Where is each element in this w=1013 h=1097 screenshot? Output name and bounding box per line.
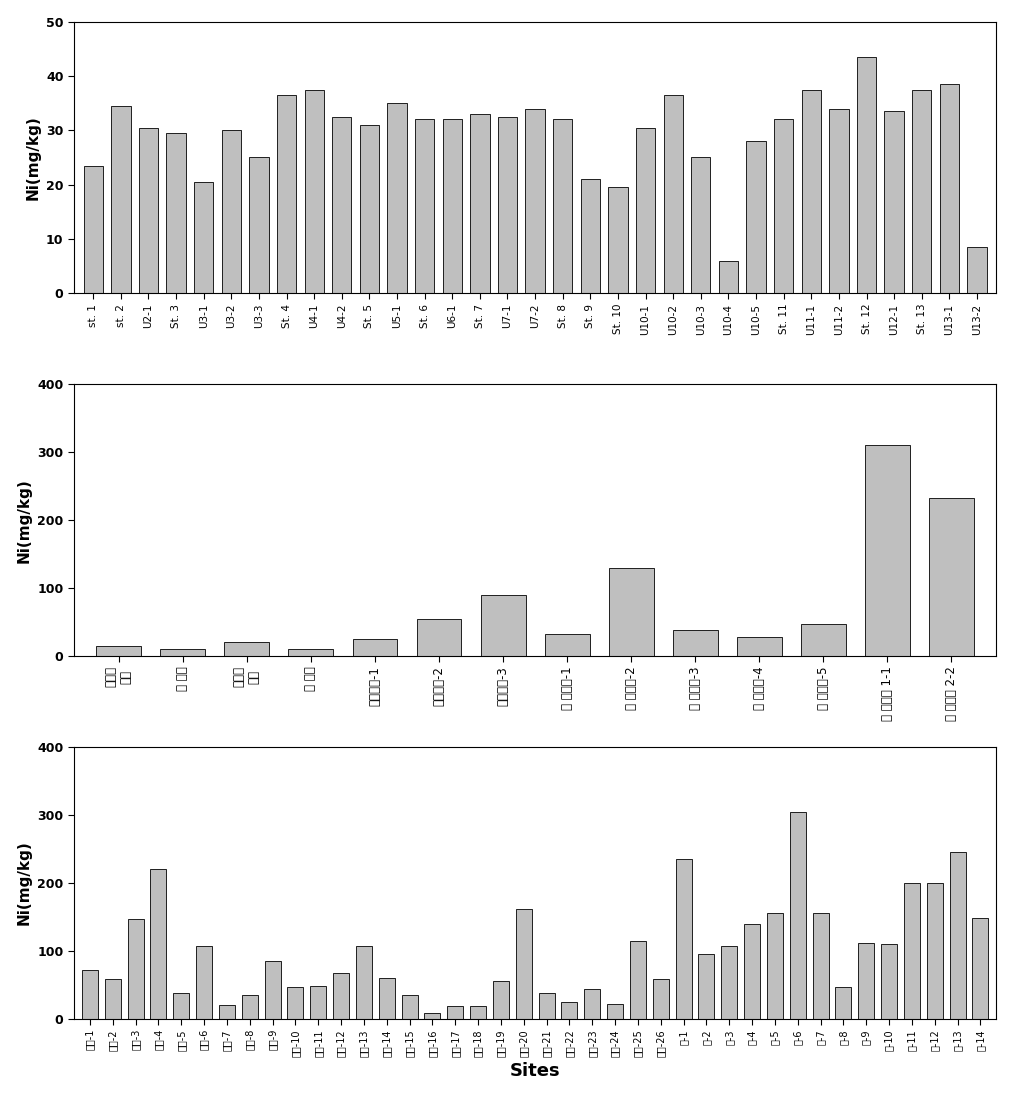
Bar: [242, 995, 257, 1019]
Bar: [443, 120, 462, 293]
Bar: [652, 980, 669, 1019]
Bar: [830, 109, 849, 293]
Bar: [929, 498, 973, 656]
Bar: [676, 859, 692, 1019]
Bar: [333, 973, 349, 1019]
Bar: [585, 989, 600, 1019]
Bar: [401, 995, 417, 1019]
Bar: [790, 812, 805, 1019]
Bar: [881, 943, 897, 1019]
Bar: [82, 970, 98, 1019]
Bar: [415, 120, 435, 293]
Bar: [744, 924, 760, 1019]
Bar: [360, 125, 379, 293]
Bar: [972, 918, 989, 1019]
Bar: [219, 1005, 235, 1019]
Bar: [747, 142, 766, 293]
Bar: [166, 133, 185, 293]
Bar: [721, 946, 737, 1019]
Bar: [225, 643, 269, 656]
Bar: [927, 883, 943, 1019]
Y-axis label: Ni(mg/kg): Ni(mg/kg): [16, 840, 31, 925]
Bar: [173, 993, 189, 1019]
Bar: [801, 624, 846, 656]
Bar: [493, 982, 509, 1019]
Bar: [940, 84, 959, 293]
Bar: [104, 980, 121, 1019]
Bar: [111, 105, 131, 293]
Bar: [691, 158, 710, 293]
Bar: [630, 940, 646, 1019]
Bar: [865, 445, 910, 656]
Bar: [673, 630, 717, 656]
Bar: [912, 90, 931, 293]
Bar: [379, 977, 395, 1019]
Bar: [698, 954, 714, 1019]
Bar: [305, 90, 324, 293]
Bar: [424, 1014, 441, 1019]
Bar: [949, 852, 965, 1019]
Bar: [545, 634, 590, 656]
Bar: [664, 95, 683, 293]
Bar: [353, 638, 397, 656]
Y-axis label: Ni(mg/kg): Ni(mg/kg): [25, 115, 41, 200]
Bar: [561, 1002, 577, 1019]
Bar: [470, 1006, 486, 1019]
Bar: [387, 103, 406, 293]
Bar: [553, 120, 572, 293]
Bar: [332, 116, 352, 293]
Bar: [222, 131, 241, 293]
Bar: [857, 57, 876, 293]
Bar: [497, 116, 518, 293]
Bar: [356, 946, 372, 1019]
Bar: [526, 109, 545, 293]
Bar: [480, 595, 526, 656]
Bar: [160, 649, 206, 656]
Bar: [774, 120, 793, 293]
Bar: [884, 111, 904, 293]
Bar: [139, 127, 158, 293]
Bar: [194, 182, 214, 293]
Bar: [767, 914, 783, 1019]
Bar: [607, 1004, 623, 1019]
Bar: [636, 127, 655, 293]
Bar: [801, 90, 821, 293]
Bar: [197, 946, 212, 1019]
Bar: [83, 166, 103, 293]
Bar: [858, 942, 874, 1019]
Bar: [289, 649, 333, 656]
Bar: [249, 158, 268, 293]
Bar: [719, 261, 738, 293]
X-axis label: Sites: Sites: [510, 1062, 560, 1081]
Bar: [288, 986, 303, 1019]
Bar: [836, 986, 851, 1019]
Bar: [470, 114, 489, 293]
Bar: [264, 961, 281, 1019]
Bar: [128, 919, 144, 1019]
Bar: [580, 179, 600, 293]
Bar: [736, 637, 782, 656]
Bar: [812, 914, 829, 1019]
Bar: [904, 883, 920, 1019]
Bar: [277, 95, 296, 293]
Bar: [516, 908, 532, 1019]
Bar: [447, 1006, 463, 1019]
Y-axis label: Ni(mg/kg): Ni(mg/kg): [16, 478, 31, 563]
Bar: [608, 188, 628, 293]
Bar: [96, 646, 141, 656]
Bar: [310, 986, 326, 1019]
Bar: [416, 619, 462, 656]
Bar: [609, 567, 653, 656]
Bar: [150, 869, 166, 1019]
Bar: [967, 247, 987, 293]
Bar: [539, 993, 554, 1019]
